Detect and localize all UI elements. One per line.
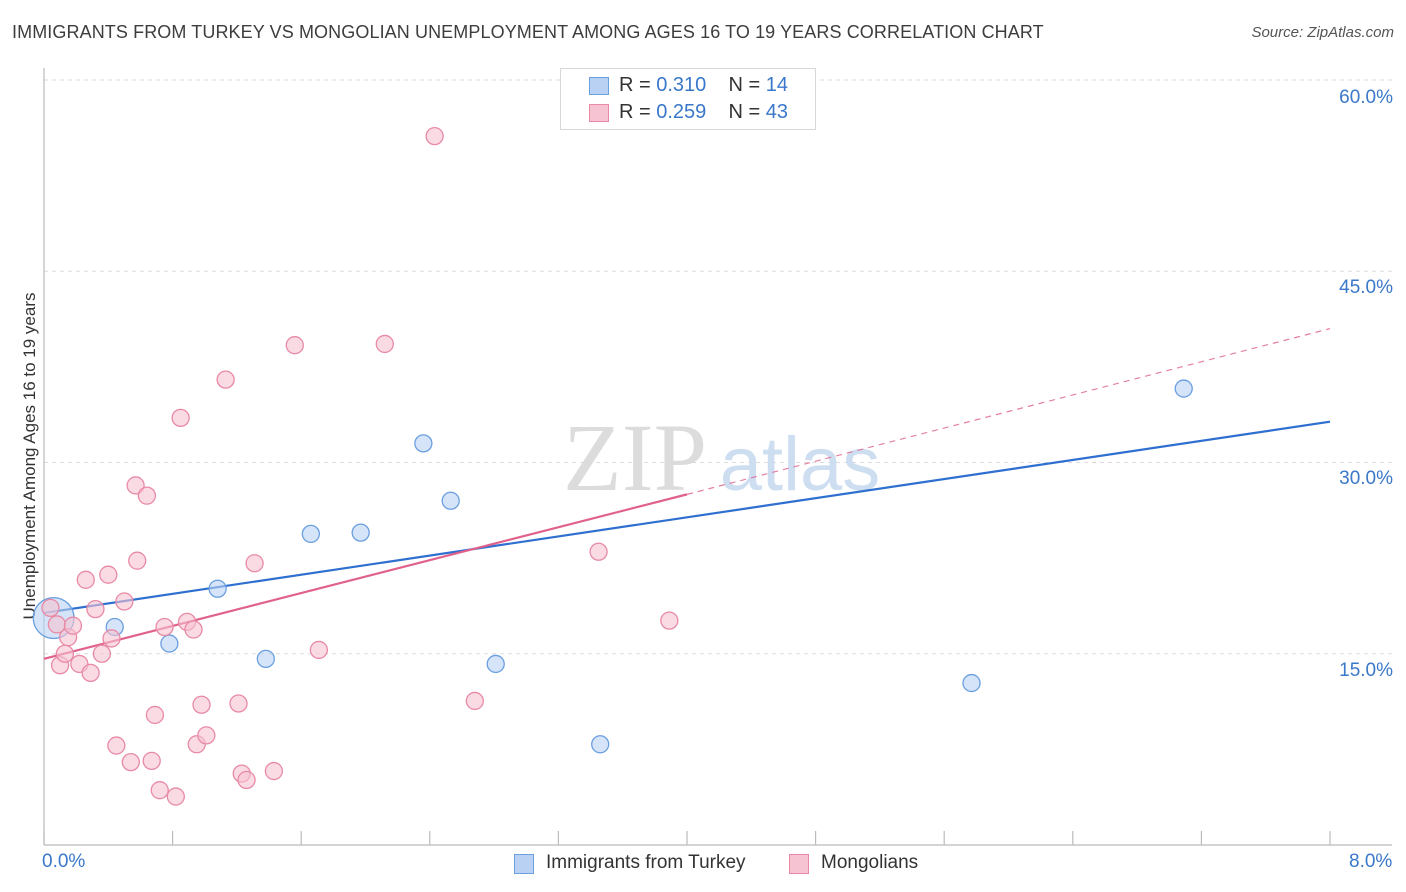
axes <box>43 68 1392 846</box>
point-series-1-16 <box>126 476 145 495</box>
y-tick-60: 60.0% <box>1339 87 1393 108</box>
point-series-1-31 <box>229 694 248 713</box>
point-series-1-21 <box>150 781 169 800</box>
point-series-1-38 <box>375 334 394 354</box>
point-series-1-13 <box>107 736 126 755</box>
turkey-swatch <box>589 77 609 95</box>
point-series-1-5 <box>63 616 83 635</box>
point-series-1-14 <box>115 592 134 611</box>
source-label: Source: ZipAtlas.com <box>1251 24 1394 41</box>
point-series-1-19 <box>142 751 161 770</box>
point-series-1-8 <box>81 663 100 683</box>
point-series-1-41 <box>589 542 608 561</box>
mongolians-n-value: 43 <box>765 101 789 123</box>
data-points <box>32 111 1193 806</box>
trend-line-series-0 <box>43 420 1331 615</box>
point-series-0-6 <box>351 523 370 542</box>
point-series-1-26 <box>184 620 203 639</box>
legend-turkey-label: Immigrants from Turkey <box>546 852 746 873</box>
watermark-zip: ZIP <box>563 404 707 511</box>
point-series-1-7 <box>76 570 95 589</box>
legend-turkey-swatch <box>514 854 534 874</box>
point-series-1-10 <box>92 644 112 663</box>
legend-mongolians-label: Mongolians <box>821 852 919 873</box>
mongolians-swatch <box>589 104 609 122</box>
point-series-0-12 <box>962 673 981 693</box>
mongolians-r-value: 0.259 <box>656 101 707 123</box>
point-series-0-8 <box>441 491 460 510</box>
point-series-1-28 <box>192 695 211 714</box>
y-tick-30: 30.0% <box>1339 468 1393 489</box>
point-series-1-22 <box>155 617 174 637</box>
trend-line-extension-series-1 <box>686 328 1331 495</box>
point-series-1-40 <box>465 691 484 711</box>
chart-title: IMMIGRANTS FROM TURKEY VS MONGOLIAN UNEM… <box>12 22 1044 42</box>
point-series-1-18 <box>137 486 157 505</box>
point-series-0-3 <box>208 579 227 598</box>
turkey-n-value: 14 <box>765 74 789 96</box>
point-series-1-35 <box>264 761 284 781</box>
point-series-1-37 <box>309 640 329 660</box>
x-tick-max: 8.0% <box>1349 851 1393 872</box>
point-series-0-10 <box>591 735 610 754</box>
watermark-atlas: atlas <box>720 422 881 507</box>
point-series-1-34 <box>245 554 264 573</box>
point-series-1-17 <box>128 551 147 570</box>
point-series-1-9 <box>86 599 105 619</box>
point-series-1-29 <box>197 726 216 745</box>
point-series-1-20 <box>145 705 165 725</box>
y-tick-45: 45.0% <box>1339 277 1393 298</box>
point-series-0-9 <box>486 654 505 674</box>
point-series-1-23 <box>166 787 185 806</box>
point-series-0-5 <box>301 524 320 544</box>
trend-lines <box>43 328 1331 660</box>
point-series-1-11 <box>99 565 118 584</box>
trend-line-series-1 <box>43 493 688 660</box>
point-series-1-12 <box>102 629 121 648</box>
x-tick-min: 0.0% <box>42 851 86 872</box>
point-series-1-3 <box>55 644 75 663</box>
point-series-0-4 <box>256 649 275 668</box>
point-series-1-0 <box>41 598 60 617</box>
point-series-1-42 <box>660 611 679 630</box>
gridlines <box>44 79 1392 655</box>
point-series-0-13 <box>1174 379 1193 398</box>
point-series-1-30 <box>216 370 235 389</box>
point-series-1-15 <box>121 752 140 772</box>
y-tick-15: 15.0% <box>1339 660 1393 681</box>
point-series-0-2 <box>160 634 179 653</box>
point-series-1-36 <box>285 336 304 355</box>
point-series-0-7 <box>414 434 433 453</box>
point-series-1-33 <box>237 770 256 790</box>
legend-mongolians-swatch <box>789 854 809 874</box>
point-series-1-39 <box>425 126 444 146</box>
point-series-1-24 <box>171 408 190 428</box>
stats-legend: R = 0.310 N = 14 R = 0.259 N = 43 <box>560 68 816 130</box>
turkey-r-value: 0.310 <box>656 74 707 96</box>
